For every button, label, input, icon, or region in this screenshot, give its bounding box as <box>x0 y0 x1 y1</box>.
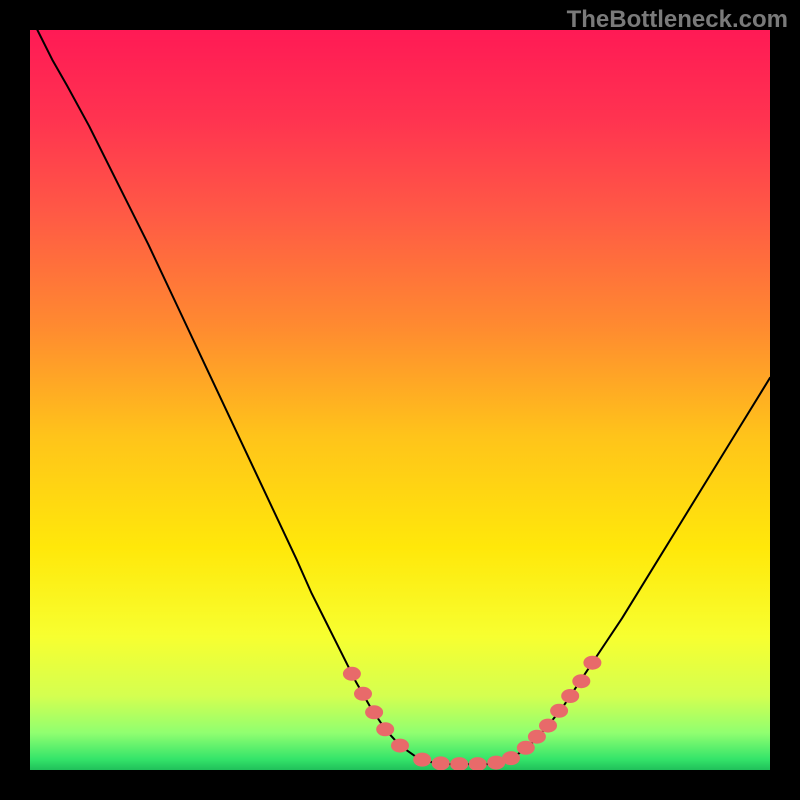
marker-dot <box>376 722 394 736</box>
marker-dot <box>354 687 372 701</box>
marker-dot <box>391 739 409 753</box>
marker-dot <box>572 674 590 688</box>
marker-dot <box>583 656 601 670</box>
marker-dot <box>413 753 431 767</box>
marker-dot <box>365 705 383 719</box>
marker-dot <box>343 667 361 681</box>
marker-dot <box>528 730 546 744</box>
marker-dot <box>539 719 557 733</box>
bottleneck-chart <box>30 30 770 770</box>
marker-dot <box>432 756 450 770</box>
chart-stage: TheBottleneck.com <box>0 0 800 800</box>
marker-dot <box>502 751 520 765</box>
watermark-label: TheBottleneck.com <box>567 6 788 34</box>
marker-dot <box>561 689 579 703</box>
marker-dot <box>550 704 568 718</box>
marker-dot <box>517 741 535 755</box>
gradient-background <box>30 30 770 770</box>
